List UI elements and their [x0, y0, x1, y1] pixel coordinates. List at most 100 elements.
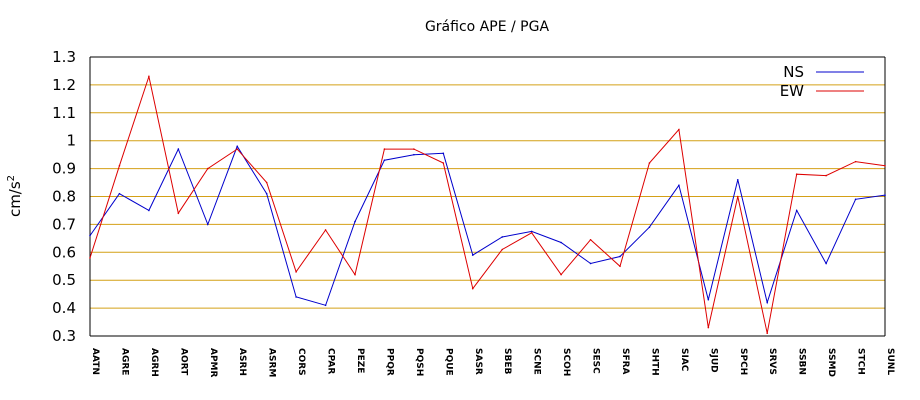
y-tick-label: 1 [66, 132, 76, 150]
legend-label-ew: EW [780, 82, 804, 100]
data-point-ew [678, 128, 680, 131]
x-tick-label: AGRH [149, 348, 159, 377]
y-tick-label: 0.8 [52, 188, 76, 206]
y-tick-label: 0.9 [52, 160, 76, 178]
data-point-ew [884, 165, 886, 167]
x-tick-label: ASRM [267, 348, 277, 377]
data-point-ns [678, 184, 680, 187]
data-point-ew [825, 174, 827, 177]
data-point-ns [589, 262, 592, 265]
y-axis-label: cm/s2 [6, 175, 24, 217]
x-tick-label: SRVS [767, 348, 777, 375]
y-tick-label: 0.6 [52, 243, 76, 261]
data-point-ns [206, 223, 209, 226]
data-point-ns [736, 178, 739, 181]
x-tick-label: SHTH [649, 348, 659, 376]
data-point-ns [884, 194, 886, 196]
y-tick-label: 1.2 [52, 76, 76, 94]
series-lines [89, 74, 886, 335]
x-tick-label: CORS [296, 348, 306, 376]
data-point-ns [619, 255, 621, 258]
data-point-ns [89, 234, 91, 237]
data-point-ns [471, 254, 474, 256]
x-tick-label: SCNE [532, 348, 542, 375]
y-tick-label: 0.4 [52, 299, 76, 317]
x-tick-label: PPQR [384, 348, 394, 376]
data-point-ew [413, 148, 415, 150]
data-point-ns [295, 296, 297, 298]
data-point-ew [442, 162, 445, 164]
x-tick-label: SIAC [679, 348, 689, 372]
x-tick-label: ASRH [237, 348, 247, 376]
x-tick-label: AGRE [119, 348, 129, 375]
x-tick-label: AATN [90, 348, 100, 375]
gridlines [90, 84, 885, 309]
series-line-ew [89, 74, 886, 334]
x-tick-label: SASR [473, 348, 483, 375]
data-point-ew [206, 167, 209, 170]
data-point-ns [560, 241, 562, 244]
axes [89, 56, 886, 337]
y-tick-label: 0.5 [52, 271, 76, 289]
data-point-ew [265, 181, 268, 184]
data-point-ns [324, 304, 327, 307]
x-tick-label: CPAR [326, 348, 336, 374]
data-point-ew [383, 148, 386, 150]
data-point-ew [118, 165, 121, 167]
data-point-ns [825, 262, 827, 265]
data-point-ew [766, 332, 769, 335]
data-point-ew [89, 257, 91, 259]
data-point-ns [177, 148, 180, 150]
x-tick-label: PQSH [414, 348, 424, 376]
data-point-ns [530, 230, 533, 233]
data-point-ns [354, 220, 356, 223]
data-point-ew [295, 271, 297, 273]
data-point-ns [148, 209, 150, 212]
x-tick-label: APMR [208, 348, 218, 378]
data-point-ns [265, 192, 268, 195]
x-tick-label: SUNL [885, 348, 895, 375]
data-point-ew [619, 265, 621, 268]
x-tick-label: SPCH [738, 348, 748, 375]
data-point-ew [148, 75, 150, 78]
data-point-ew [501, 248, 504, 251]
data-point-ew [324, 229, 327, 231]
data-point-ns [442, 152, 445, 155]
x-tick-label: SBEB [502, 348, 512, 374]
x-tick-label: SFRA [620, 348, 630, 375]
data-point-ns [236, 145, 239, 148]
x-tick-label: SJUD [708, 348, 718, 373]
data-point-ew [854, 160, 857, 163]
x-tick-label: PQUE [443, 348, 453, 376]
y-axis-label-superscript: 2 [6, 175, 17, 181]
y-axis-label-base: cm/s [6, 181, 24, 217]
y-tick-label: 0.7 [52, 215, 76, 233]
data-point-ns [854, 198, 857, 201]
data-point-ew [354, 273, 356, 276]
x-tick-labels: AATN AGRE AGRH AORT APMR ASRH ASRM CORS CPAR PEZE… [90, 348, 895, 378]
y-tick-label: 1.1 [52, 104, 76, 122]
data-point-ew [530, 231, 533, 234]
data-point-ns [383, 159, 386, 162]
data-point-ns [707, 298, 710, 301]
data-point-ew [177, 212, 180, 215]
data-point-ew [589, 238, 592, 241]
data-point-ns [501, 236, 504, 238]
x-tick-label: PEZE [355, 348, 365, 373]
series-line-ns [89, 145, 886, 306]
x-tick-label: AORT [178, 348, 188, 376]
data-point-ns [118, 192, 121, 195]
data-point-ew [471, 287, 474, 290]
data-point-ew [560, 273, 562, 276]
y-tick-labels: 0.3 0.4 0.5 0.6 0.7 0.8 0.9 1 1.1 1.2 1.3 [52, 48, 76, 345]
x-tick-label: SESC [591, 348, 601, 374]
x-tick-label: SSMD [826, 348, 836, 377]
data-point-ns [413, 153, 415, 156]
y-tick-label: 1.3 [52, 48, 76, 66]
data-point-ns [766, 301, 769, 304]
chart-title: Gráfico APE / PGA [425, 19, 549, 35]
data-point-ew [736, 195, 739, 198]
data-point-ew [648, 162, 651, 164]
